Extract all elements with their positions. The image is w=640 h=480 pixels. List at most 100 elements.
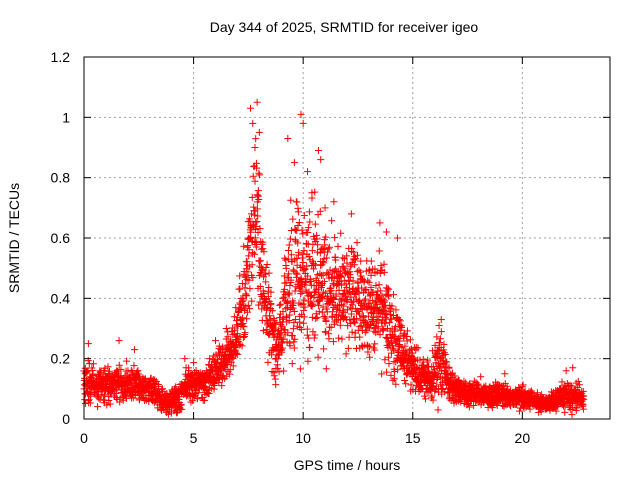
data-point: [264, 293, 272, 301]
data-point: [422, 385, 430, 393]
data-point: [462, 379, 470, 387]
data-point: [382, 319, 390, 327]
data-point: [351, 319, 359, 327]
data-point: [231, 346, 239, 354]
data-point: [393, 234, 401, 242]
data-point: [378, 292, 386, 300]
data-point: [408, 349, 416, 357]
data-point: [381, 297, 389, 305]
data-point: [252, 222, 260, 230]
data-point: [214, 356, 222, 364]
data-point: [280, 285, 288, 293]
data-point: [241, 280, 249, 288]
data-point: [134, 367, 142, 375]
x-tick-label: 20: [515, 430, 531, 446]
data-point: [246, 285, 254, 293]
data-point: [406, 336, 414, 344]
data-point: [229, 362, 237, 370]
data-point: [292, 273, 300, 281]
data-point: [391, 367, 399, 375]
data-point: [360, 297, 368, 305]
data-point: [365, 324, 373, 332]
data-point: [311, 331, 319, 339]
data-point: [376, 331, 384, 339]
data-point: [304, 224, 312, 232]
data-point: [436, 339, 444, 347]
data-point: [248, 261, 256, 269]
data-point: [363, 304, 371, 312]
data-point: [575, 381, 583, 389]
y-tick-label: 0.2: [51, 351, 71, 367]
data-point: [240, 323, 248, 331]
data-point: [367, 257, 375, 265]
data-point: [287, 196, 295, 204]
data-point: [376, 287, 384, 295]
data-point: [387, 371, 395, 379]
data-point: [265, 269, 273, 277]
data-point: [224, 360, 232, 368]
data-point: [383, 368, 391, 376]
data-point: [356, 268, 364, 276]
x-tick-label: 5: [190, 430, 198, 446]
data-point: [275, 329, 283, 337]
data-point: [316, 270, 324, 278]
data-point: [193, 394, 201, 402]
data-point: [431, 387, 439, 395]
data-point: [366, 353, 374, 361]
data-point: [259, 327, 267, 335]
data-point: [357, 257, 365, 265]
data-point: [212, 337, 219, 345]
data-point: [347, 320, 355, 328]
data-point: [253, 218, 261, 226]
data-point: [376, 296, 384, 304]
data-point: [300, 211, 308, 219]
data-point: [306, 344, 314, 352]
data-point: [299, 230, 307, 238]
data-point: [337, 273, 345, 281]
data-point: [253, 164, 261, 172]
data-point: [338, 335, 346, 343]
data-point: [385, 360, 393, 368]
data-point: [291, 287, 299, 295]
data-point: [291, 225, 299, 233]
data-point: [421, 395, 429, 403]
data-point: [320, 312, 328, 320]
data-point: [251, 144, 259, 151]
data-point: [206, 355, 214, 363]
data-point: [84, 340, 92, 348]
x-tick-label: 10: [295, 430, 311, 446]
data-point: [375, 316, 383, 324]
data-point: [366, 266, 374, 274]
data-point: [255, 128, 263, 136]
data-point: [562, 367, 570, 375]
data-point: [384, 353, 392, 361]
data-point: [215, 342, 223, 350]
data-point: [350, 256, 358, 264]
data-point: [274, 355, 282, 363]
data-point: [519, 381, 527, 389]
y-tick-label: 0.6: [51, 230, 71, 246]
data-point: [377, 262, 385, 270]
data-point: [558, 378, 566, 386]
data-point: [357, 305, 365, 313]
data-point: [349, 277, 357, 285]
data-point: [465, 403, 473, 411]
data-point: [474, 381, 482, 389]
data-point: [211, 380, 219, 388]
y-axis-label: SRMTID / TECUs: [6, 183, 22, 293]
data-point: [364, 277, 372, 285]
y-tick-label: 0: [62, 411, 70, 427]
data-point: [267, 288, 275, 296]
data-point: [280, 293, 288, 301]
x-tick-label: 15: [405, 430, 421, 446]
data-point: [105, 397, 113, 405]
data-point: [373, 268, 381, 276]
data-point: [361, 295, 369, 303]
data-point: [286, 342, 294, 350]
data-point: [284, 134, 292, 142]
data-point: [316, 207, 324, 215]
data-point: [568, 382, 576, 390]
data-point: [432, 350, 440, 358]
data-point: [451, 372, 459, 380]
data-point: [284, 298, 292, 306]
